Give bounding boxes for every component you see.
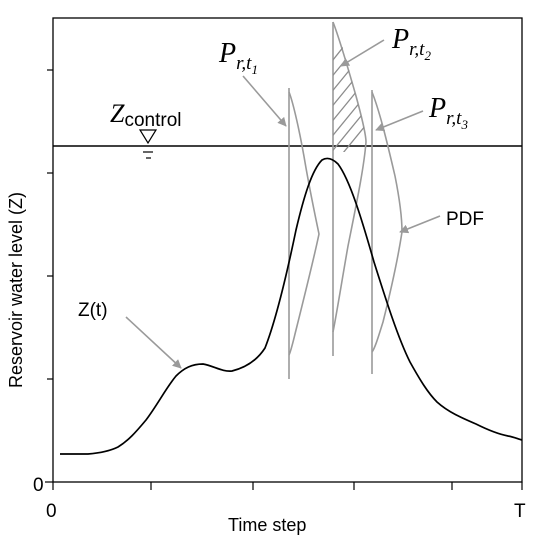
callout-arrows [125, 39, 441, 369]
arrow-p3 [375, 110, 424, 132]
control-subscript: control [124, 110, 181, 131]
pdf-t1-curve [288, 91, 320, 356]
p-label-t1: Pr,t1 [218, 38, 258, 77]
p-label-t2: Pr,t2 [391, 24, 431, 63]
water-level-curve [60, 157, 523, 455]
control-symbol: Z [110, 99, 125, 128]
x-end-label: T [514, 501, 526, 522]
arrow-pdf [399, 215, 441, 234]
pdf-curves [288, 21, 403, 379]
y-axis-title: Reservoir water level (Z) [6, 192, 26, 388]
exceedance-hatch [333, 25, 366, 152]
y-axis-ticks [45, 69, 53, 483]
control-level-label: Zcontrol [110, 99, 182, 131]
water-level-symbol [138, 129, 158, 159]
pdf-label: PDF [446, 209, 484, 230]
y-zero-label: 0 [33, 475, 44, 496]
series-label: Z(t) [78, 300, 108, 321]
x-axis-ticks [52, 482, 523, 490]
pdf-t2-curve [332, 21, 367, 333]
x-axis-title: Time step [228, 515, 306, 535]
pdf-t3-curve [371, 91, 403, 353]
arrow-p1 [242, 75, 287, 127]
arrow-zt [125, 316, 182, 369]
arrow-p2 [340, 39, 385, 67]
plot-frame [52, 17, 523, 483]
x-start-label: 0 [46, 501, 57, 522]
p-label-t3: Pr,t3 [428, 93, 468, 132]
